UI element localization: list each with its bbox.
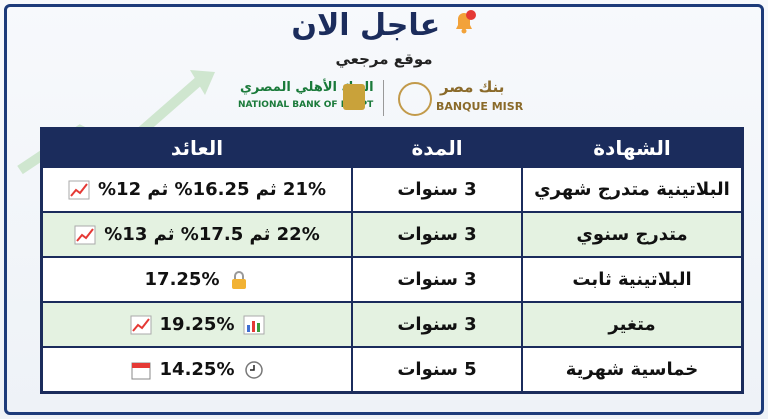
table-cell: البلاتينية متدرج شهري bbox=[522, 167, 742, 212]
table-cell: 14.25% bbox=[42, 347, 352, 392]
table-cell: متدرج سنوي bbox=[522, 212, 742, 257]
table-cell: 3 سنوات bbox=[352, 212, 522, 257]
nbe-emblem bbox=[343, 84, 365, 110]
table: الشهادة المدة العائد البلاتينية متدرج شهري 3… bbox=[40, 127, 744, 394]
misr-emblem bbox=[398, 82, 432, 116]
table-cell: 3 سنوات bbox=[352, 167, 522, 212]
logo-divider bbox=[383, 80, 384, 116]
cell-text: 3 سنوات bbox=[397, 179, 477, 200]
header-text: المدة bbox=[411, 136, 463, 160]
frame bbox=[4, 4, 764, 415]
table-cell: 21% ثم 16.25% ثم 12% bbox=[42, 167, 352, 212]
nbe-logo-en: NATIONAL BANK OF EGYPT bbox=[238, 100, 374, 110]
cell-text: خماسية شهرية bbox=[565, 359, 699, 380]
cell-text: البلاتينية متدرج شهري bbox=[534, 179, 730, 200]
cell-text: 17.25% bbox=[144, 269, 220, 290]
header-text: الشهادة bbox=[593, 136, 671, 160]
header-text: العائد bbox=[170, 136, 224, 160]
cell-text: 22% ثم 17.5% ثم 13% bbox=[104, 224, 320, 245]
header-cell: الشهادة bbox=[522, 129, 742, 167]
cell-text: متدرج سنوي bbox=[576, 224, 688, 245]
table-cell: البلاتينية ثابت bbox=[522, 257, 742, 302]
icon bbox=[231, 270, 246, 289]
icon bbox=[244, 360, 263, 379]
cell-text: 3 سنوات bbox=[397, 224, 477, 245]
cell-text: متغير bbox=[608, 314, 656, 335]
title-text: عاجل الان bbox=[291, 8, 441, 43]
subtitle: موقع مرجعي bbox=[335, 50, 433, 68]
table-cell: 22% ثم 17.5% ثم 13% bbox=[42, 212, 352, 257]
misr-logo-ar: بنك مصر bbox=[440, 78, 505, 96]
table-cell: 3 سنوات bbox=[352, 302, 522, 347]
cell-text: 14.25% bbox=[159, 359, 235, 380]
table-cell: 5 سنوات bbox=[352, 347, 522, 392]
header-cell: العائد bbox=[42, 129, 352, 167]
cell-text: 3 سنوات bbox=[397, 314, 477, 335]
table-cell: خماسية شهرية bbox=[522, 347, 742, 392]
icon bbox=[68, 180, 90, 199]
cell-text: 5 سنوات bbox=[397, 359, 477, 380]
header-cell: المدة bbox=[352, 129, 522, 167]
icon bbox=[74, 225, 96, 244]
bell-icon bbox=[455, 10, 476, 34]
table-cell: 19.25% bbox=[42, 302, 352, 347]
cell-text: 19.25% bbox=[159, 314, 235, 335]
misr-logo-en: BANQUE MISR bbox=[436, 100, 524, 113]
table-cell: متغير bbox=[522, 302, 742, 347]
icon bbox=[243, 315, 264, 334]
table-cell: 3 سنوات bbox=[352, 257, 522, 302]
cell-text: البلاتينية ثابت bbox=[572, 269, 692, 290]
cell-text: 3 سنوات bbox=[397, 269, 477, 290]
table-cell: 17.25% bbox=[42, 257, 352, 302]
cell-text: 21% ثم 16.25% ثم 12% bbox=[98, 179, 327, 200]
icon bbox=[130, 315, 152, 334]
icon bbox=[131, 362, 151, 379]
title: عاجل الان bbox=[0, 8, 768, 43]
nbe-logo-ar: البنك الأهلي المصري bbox=[240, 80, 374, 95]
